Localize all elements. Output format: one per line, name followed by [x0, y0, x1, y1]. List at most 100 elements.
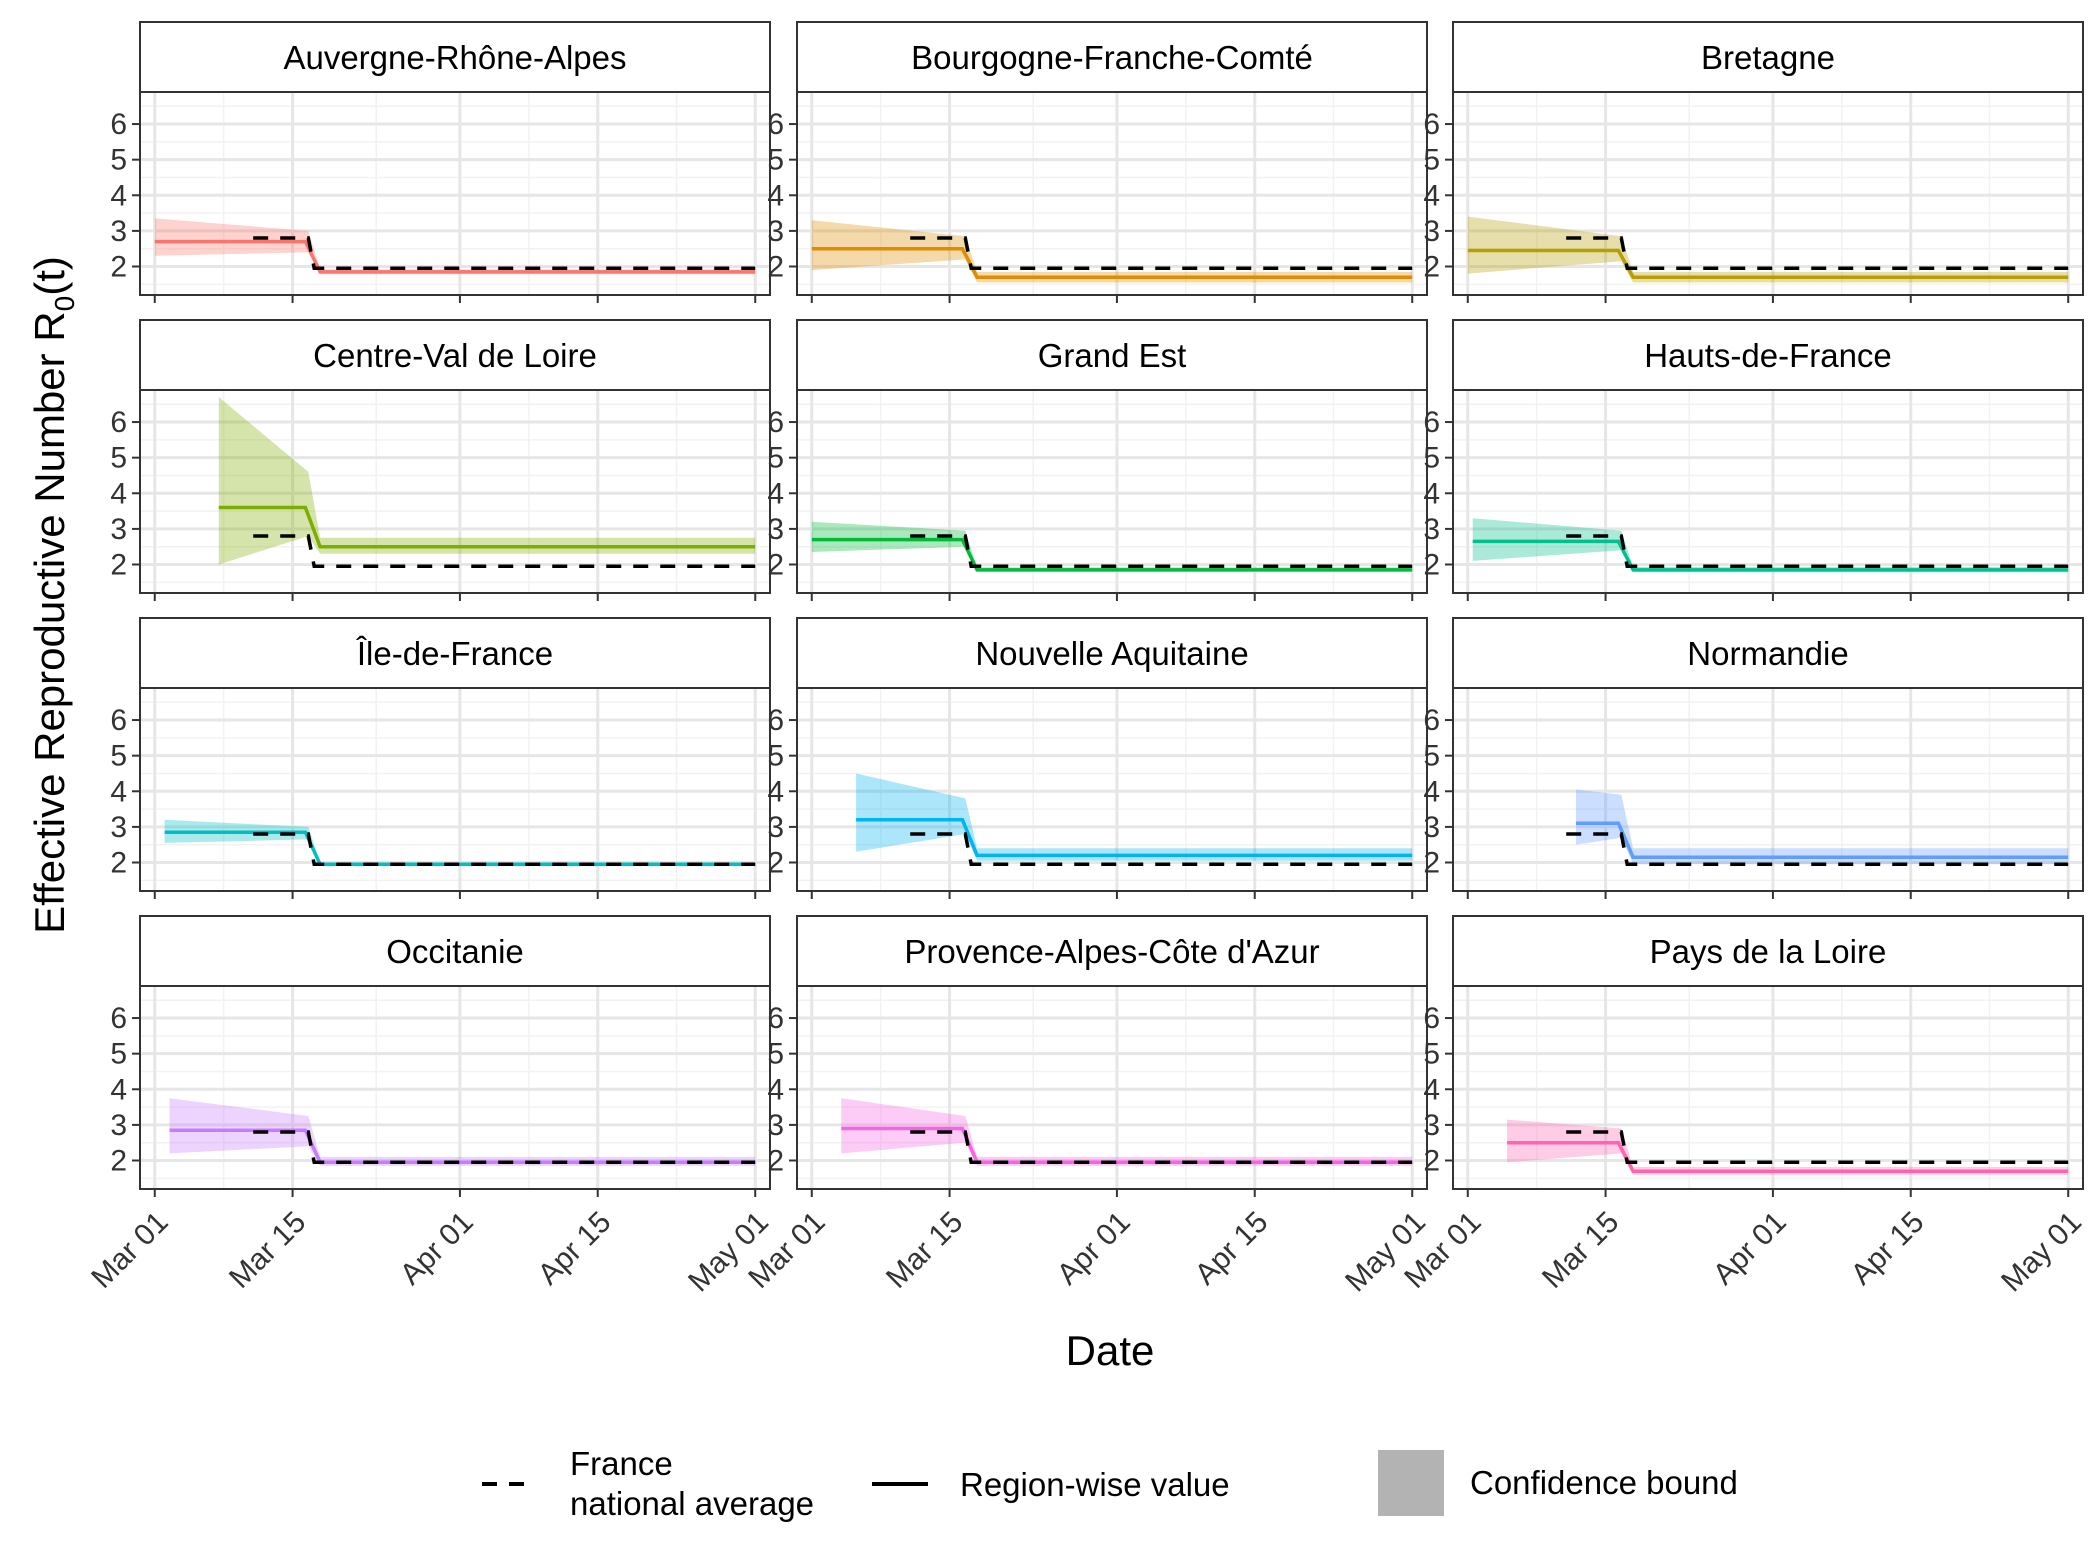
panel-border: [139, 389, 771, 594]
x-tick-label: Mar 15: [880, 1205, 969, 1294]
panel-border: [796, 91, 1428, 296]
y-tick-label: 6: [767, 406, 784, 439]
national-average-line: [253, 236, 756, 271]
y-tick-label: 6: [1423, 1002, 1440, 1035]
plot-background: [797, 688, 1427, 891]
panel-strip: [139, 21, 771, 93]
plot-background: [140, 986, 770, 1189]
panel-title: Bretagne: [1701, 39, 1835, 76]
x-tick-label: Apr 15: [532, 1205, 618, 1291]
axis-titles: Date Effective Reproductive Number R0(t): [26, 256, 1154, 1374]
national-average-line: [1566, 236, 2069, 271]
y-tick-label: 3: [110, 811, 127, 844]
y-tick-label: 6: [110, 1002, 127, 1035]
plot-background: [1453, 390, 2083, 593]
plot-background: [140, 688, 770, 891]
y-tick-label: 5: [1423, 1038, 1440, 1071]
y-tick-label: 2: [110, 251, 127, 284]
y-tick-label: 2: [1423, 549, 1440, 582]
y-tick-label: 4: [1423, 1073, 1440, 1106]
panel-border: [139, 985, 771, 1190]
y-tick-label: 4: [110, 477, 127, 510]
panel-title: Pays de la Loire: [1650, 933, 1887, 970]
y-tick-label: 3: [1423, 215, 1440, 248]
y-axis-title-subscript: 0: [49, 296, 80, 312]
y-axis-title-tail: (t): [26, 256, 73, 296]
y-tick-label: 2: [767, 549, 784, 582]
y-axis-title: Effective Reproductive Number R0(t): [26, 256, 80, 934]
panel-strip: [1452, 21, 2084, 93]
x-tick-label: Mar 15: [1536, 1205, 1625, 1294]
y-tick-label: 2: [110, 549, 127, 582]
y-tick-label: 3: [110, 513, 127, 546]
confidence-band: [841, 1098, 1413, 1166]
panel-title: Bourgogne-Franche-Comté: [911, 39, 1313, 76]
y-tick-label: 2: [767, 251, 784, 284]
panel-border: [1452, 985, 2084, 1190]
region-line: [856, 818, 1413, 858]
y-tick-label: 4: [767, 179, 784, 212]
y-tick-label: 6: [1423, 108, 1440, 141]
panel-strip: [1452, 319, 2084, 391]
panel-title: Centre-Val de Loire: [313, 337, 597, 374]
x-axis-title: Date: [1066, 1327, 1155, 1374]
confidence-band: [164, 819, 756, 867]
panel-strip: [139, 617, 771, 689]
national-average-line: [1566, 534, 2069, 569]
y-tick-label: 3: [767, 215, 784, 248]
panel-strip: [1452, 915, 2084, 987]
y-tick-label: 5: [767, 740, 784, 773]
national-average-line: [253, 832, 756, 867]
national-average-line: [253, 534, 756, 569]
y-tick-label: 5: [110, 144, 127, 177]
region-line: [154, 239, 756, 274]
panel-border: [1452, 91, 2084, 296]
legend-dashed-label-line2: national average: [570, 1485, 814, 1522]
legend-dashed-label-line1: France: [570, 1445, 673, 1482]
y-tick-label: 6: [1423, 406, 1440, 439]
plot-background: [140, 390, 770, 593]
panel-border: [796, 985, 1428, 1190]
x-tick-label: Apr 01: [1707, 1205, 1793, 1291]
national-average-line: [910, 236, 1413, 271]
plot-background: [797, 390, 1427, 593]
y-tick-label: 3: [110, 1109, 127, 1142]
panel-strip: [1452, 617, 2084, 689]
plot-background: [797, 92, 1427, 295]
national-average-line: [1566, 832, 2069, 867]
region-line: [1507, 1140, 2069, 1173]
y-tick-label: 3: [1423, 513, 1440, 546]
x-tick-label: Mar 15: [223, 1205, 312, 1294]
national-average-line: [910, 832, 1413, 867]
y-tick-label: 5: [767, 442, 784, 475]
x-tick-label: Apr 15: [1189, 1205, 1275, 1291]
y-tick-label: 2: [1423, 251, 1440, 284]
confidence-band: [856, 773, 1413, 861]
x-tick-label: Apr 01: [394, 1205, 480, 1291]
plot-background: [797, 986, 1427, 1189]
panel-strip: [139, 319, 771, 391]
national-average-line: [253, 1130, 756, 1165]
panel-title: Occitanie: [386, 933, 524, 970]
y-tick-label: 5: [1423, 442, 1440, 475]
plot-background: [1453, 986, 2083, 1189]
national-average-line: [910, 1130, 1413, 1165]
y-tick-label: 2: [1423, 847, 1440, 880]
y-tick-label: 4: [110, 775, 127, 808]
y-tick-label: 5: [1423, 144, 1440, 177]
legend-fill-key: [1378, 1450, 1444, 1516]
panel-title: Nouvelle Aquitaine: [975, 635, 1248, 672]
region-line: [811, 537, 1413, 572]
legend: France national average Region-wise valu…: [482, 1445, 1738, 1522]
panel-strip: [796, 21, 1428, 93]
plot-background: [140, 92, 770, 295]
